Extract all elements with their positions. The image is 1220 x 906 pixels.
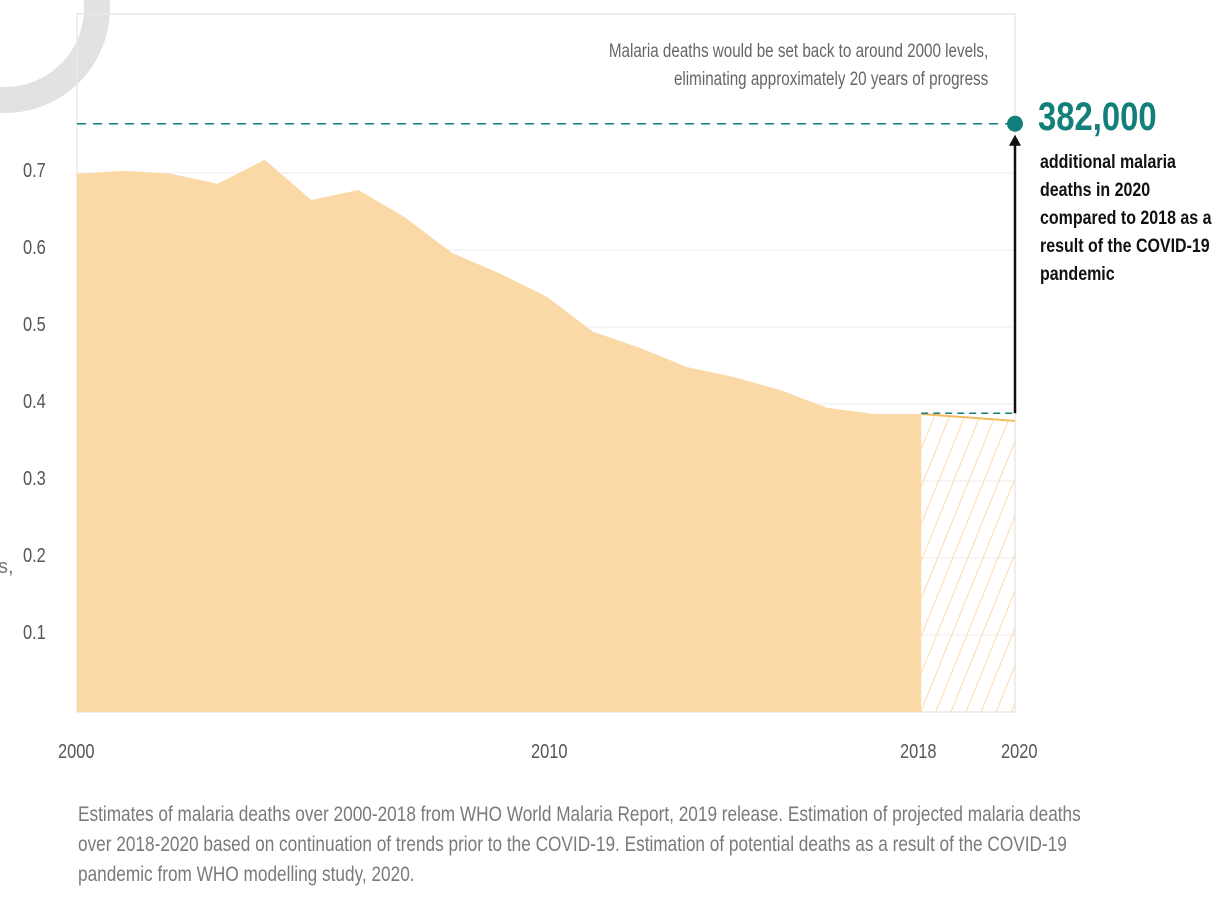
progress-annotation: Malaria deaths would be set back to arou…	[609, 38, 988, 94]
x-tick-2018: 2018	[900, 741, 937, 763]
truncated-axis-label: s,	[0, 556, 14, 578]
y-tick-0.3: 0.3	[23, 468, 46, 490]
x-tick-2000: 2000	[58, 741, 95, 763]
x-tick-2020: 2020	[1001, 741, 1038, 763]
watermark-circle	[0, 0, 110, 113]
deaths-area-historical	[77, 159, 922, 712]
projection-line	[921, 413, 1016, 422]
y-tick-0.6: 0.6	[23, 237, 46, 259]
y-tick-0.4: 0.4	[23, 391, 46, 413]
callout-number: 382,000	[1038, 95, 1157, 139]
chart-caption: Estimates of malaria deaths over 2000-20…	[78, 803, 1081, 886]
increase-arrow-head	[1009, 134, 1021, 146]
y-tick-0.7: 0.7	[23, 160, 46, 182]
y-tick-0.1: 0.1	[23, 622, 46, 644]
y-tick-0.5: 0.5	[23, 314, 46, 336]
annotation-line-2: eliminating approximately 20 years of pr…	[673, 69, 988, 90]
callout-text: additional malaria deaths in 2020 compar…	[1040, 151, 1212, 285]
y-tick-0.2: 0.2	[23, 545, 46, 567]
deaths-area-projected	[921, 414, 1015, 712]
callout-dot	[1007, 115, 1023, 132]
annotation-line-1: Malaria deaths would be set back to arou…	[608, 41, 988, 62]
x-tick-2010: 2010	[531, 741, 568, 763]
